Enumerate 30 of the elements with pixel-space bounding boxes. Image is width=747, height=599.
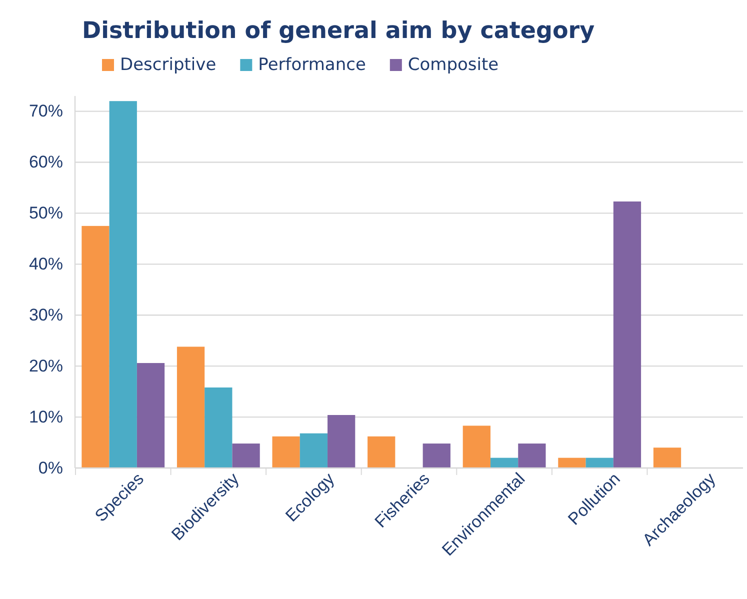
bar [613, 201, 642, 468]
chart-title: Distribution of general aim by category [82, 18, 595, 44]
bar [232, 444, 260, 468]
bar [82, 226, 110, 468]
bar [136, 363, 165, 468]
bar [518, 444, 546, 468]
y-tick-label: 20% [28, 356, 63, 376]
bar [653, 448, 682, 468]
bar [462, 426, 490, 468]
bar [300, 433, 328, 468]
bar [328, 415, 356, 468]
y-tick-label: 50% [28, 204, 63, 223]
bar [204, 387, 232, 468]
y-tick-label: 10% [28, 407, 63, 426]
legend-label: Composite [408, 55, 499, 75]
bar [176, 346, 205, 468]
y-tick-label: 60% [28, 152, 63, 172]
bar [586, 458, 614, 468]
bar [368, 436, 396, 468]
bar [422, 444, 450, 468]
bar [558, 458, 586, 468]
y-tick-label: 30% [28, 306, 63, 325]
legend-label: Performance [258, 55, 366, 75]
legend-label: Descriptive [120, 55, 216, 75]
y-tick-label: 0% [38, 458, 63, 478]
y-tick-label: 40% [28, 254, 63, 274]
y-tick-label: 70% [28, 102, 63, 121]
bar [272, 436, 300, 468]
bar [490, 458, 518, 468]
bar [109, 101, 137, 468]
